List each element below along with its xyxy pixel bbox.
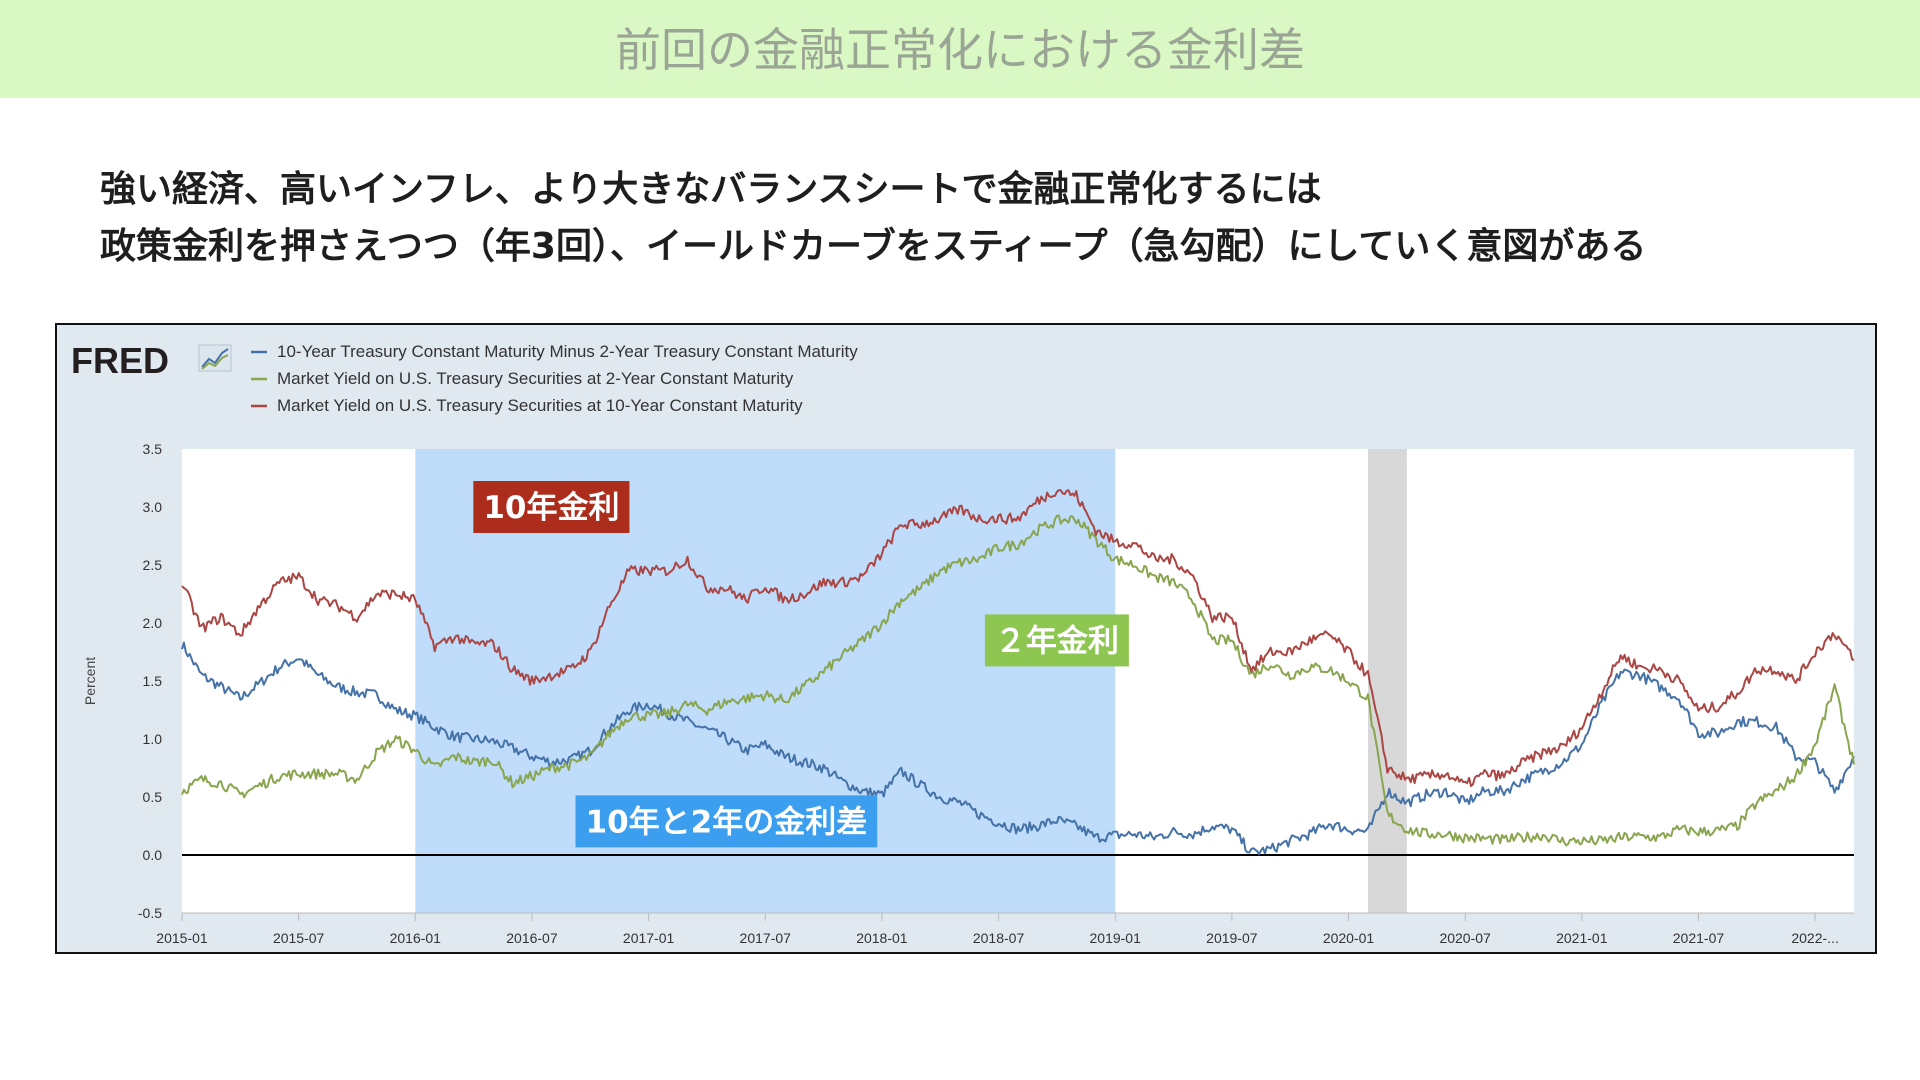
fred-logo-text: FRED bbox=[71, 340, 169, 381]
x-tick-label: 2021-07 bbox=[1673, 930, 1725, 946]
annotation-2y-yield: ２年金利 bbox=[984, 614, 1129, 667]
x-tick-label: 2020-01 bbox=[1323, 930, 1375, 946]
x-tick-label: 2016-07 bbox=[506, 930, 558, 946]
yield-2y-line bbox=[181, 514, 1855, 847]
x-tick-label: 2016-01 bbox=[390, 930, 442, 946]
x-tick-label: 2018-07 bbox=[973, 930, 1025, 946]
legend-entry: Market Yield on U.S. Treasury Securities… bbox=[277, 396, 803, 415]
x-tick-label: 2019-01 bbox=[1090, 930, 1142, 946]
y-tick-label: 0.0 bbox=[143, 847, 163, 863]
subtitle-line-2: 政策金利を押さえつつ（年3回）、イールドカーブをスティープ（急勾配）にしていく意… bbox=[100, 226, 1647, 267]
y-axis-label: Percent bbox=[82, 657, 98, 705]
x-tick-label: 2018-01 bbox=[856, 930, 908, 946]
fred-logo-graph-icon bbox=[198, 344, 232, 372]
y-tick-label: -0.5 bbox=[138, 905, 162, 921]
spread-10y-minus-2y-line bbox=[181, 641, 1855, 855]
annotation-box bbox=[575, 795, 878, 848]
annotation-10y-yield: 10年金利 bbox=[473, 481, 630, 533]
y-tick-label: 1.5 bbox=[143, 673, 163, 689]
annotation-box bbox=[473, 481, 630, 533]
legend-entry: Market Yield on U.S. Treasury Securities… bbox=[277, 369, 794, 388]
subtitle-line-1: 強い経済、高いインフレ、より大きなバランスシートで金融正常化するには bbox=[100, 169, 1322, 210]
x-axis: 2015-01 2015-07 2016-01 2016-07 2017-01 2017-… bbox=[156, 912, 1854, 946]
chart-legend: 10-Year Treasury Constant Maturity Minus… bbox=[251, 342, 858, 415]
yield-10y-line bbox=[181, 489, 1855, 787]
y-tick-label: 3.5 bbox=[143, 441, 163, 457]
annotation-label: ２年金利 bbox=[995, 623, 1119, 659]
y-axis: 3.5 3.0 2.5 2.0 1.5 1.0 0.5 0.0 -0.5 bbox=[138, 441, 162, 921]
annotation-label: 10年と2年の金利差 bbox=[586, 804, 868, 840]
x-tick-label: 2019-07 bbox=[1206, 930, 1258, 946]
x-tick-label: 2017-07 bbox=[740, 930, 792, 946]
y-tick-label: 3.0 bbox=[143, 499, 163, 515]
y-tick-label: 0.5 bbox=[143, 789, 163, 805]
x-tick-label: 2020-07 bbox=[1439, 930, 1491, 946]
x-tick-label: 2021-01 bbox=[1556, 930, 1608, 946]
annotation-box bbox=[984, 614, 1129, 667]
page-title: 前回の金融正常化における金利差 bbox=[615, 23, 1305, 77]
x-tick-label: 2017-01 bbox=[623, 930, 675, 946]
fred-line-chart: FRED 10-Year Treasury Constant Maturity … bbox=[71, 340, 1855, 946]
x-tick-label: 2015-07 bbox=[273, 930, 325, 946]
annotation-spread: 10年と2年の金利差 bbox=[575, 795, 878, 848]
x-tick-label: 2022-... bbox=[1791, 930, 1838, 946]
legend-entry: 10-Year Treasury Constant Maturity Minus… bbox=[277, 342, 858, 361]
x-tick-label: 2015-01 bbox=[156, 930, 208, 946]
recession-band bbox=[1367, 449, 1407, 913]
y-tick-label: 2.5 bbox=[143, 557, 163, 573]
fred-chart-frame: FRED 10-Year Treasury Constant Maturity … bbox=[55, 323, 1877, 954]
y-tick-label: 1.0 bbox=[143, 731, 163, 747]
header-banner bbox=[0, 0, 1920, 98]
annotation-label: 10年金利 bbox=[483, 490, 619, 526]
y-tick-label: 2.0 bbox=[143, 615, 163, 631]
